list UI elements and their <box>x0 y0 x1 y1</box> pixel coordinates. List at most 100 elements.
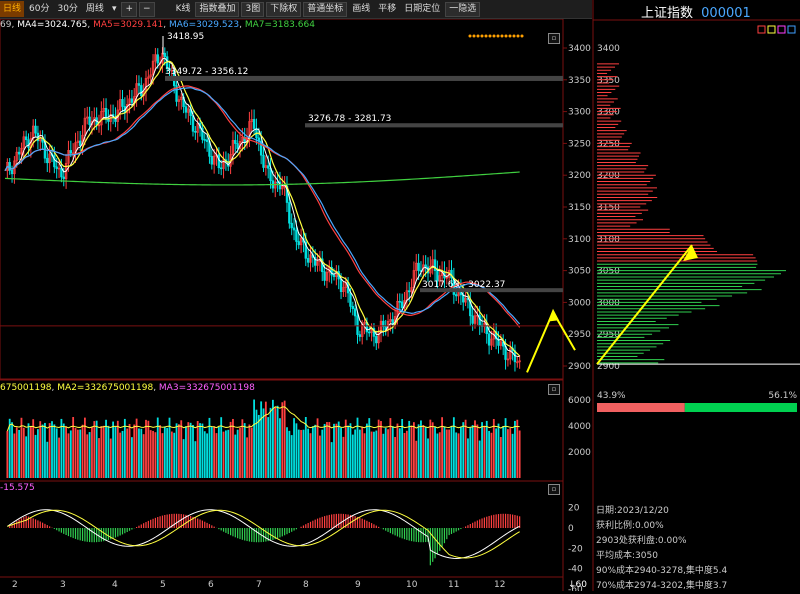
volume-bar <box>152 430 154 478</box>
chip-axis-label: 3350 <box>597 76 620 86</box>
candle-body <box>100 111 103 126</box>
legend-icon <box>767 25 776 34</box>
candle-body <box>17 151 21 155</box>
index-code: 000001 <box>701 6 751 21</box>
ma-white-line <box>4 57 520 358</box>
candle-body <box>259 140 263 156</box>
index-overlay-button[interactable]: 指数叠加 <box>195 1 240 17</box>
volume-bar <box>377 419 380 478</box>
volume-bar <box>48 423 51 478</box>
candle-body <box>184 106 188 113</box>
candle-body <box>281 186 284 190</box>
volume-bar <box>187 422 190 478</box>
month-label: 8 <box>303 580 309 590</box>
volume-bar <box>438 432 441 478</box>
period-dropdown-icon[interactable]: ▾ <box>111 4 117 14</box>
ma7-label: MA7=3183.664 <box>244 20 315 30</box>
tab-30min[interactable]: 30分 <box>57 4 78 14</box>
volume-bar <box>309 433 312 478</box>
pan-button[interactable]: 平移 <box>378 4 397 14</box>
volume-bar <box>100 426 103 478</box>
info-date: 日期:2023/12/20 <box>596 506 669 516</box>
candle-body <box>191 115 195 132</box>
candle-body <box>316 261 319 266</box>
volume-bar <box>288 430 291 478</box>
candle-body <box>415 262 418 271</box>
chip-axis-label: 3000 <box>597 298 620 308</box>
candle-body <box>140 85 143 97</box>
volume-bar <box>264 401 267 478</box>
volume-bar <box>297 429 300 478</box>
volume-bar <box>354 429 357 478</box>
volume-bar <box>443 426 446 478</box>
candle-body <box>368 331 371 334</box>
macd-panel-close-icon[interactable]: ▫ <box>548 484 560 495</box>
volume-legend: 675001198, MA2=332675001198, MA3=3326750… <box>0 383 255 393</box>
volume-bar <box>55 428 58 478</box>
volume-bar <box>333 423 335 478</box>
draw-line-button[interactable]: 画线 <box>352 4 371 14</box>
tab-60min[interactable]: 60分 <box>29 4 50 14</box>
ma5-label: MA5=3029.141 <box>93 20 164 30</box>
volume-bar <box>15 427 18 478</box>
volume-panel-close-icon[interactable]: ▫ <box>548 384 560 395</box>
candle-body <box>278 181 282 190</box>
volume-bar <box>109 438 112 478</box>
candle-body <box>290 222 293 229</box>
candle-body <box>10 169 14 175</box>
candle-body <box>252 119 256 129</box>
volume-bar <box>91 426 93 478</box>
tab-weekly[interactable]: 周线 <box>85 4 104 14</box>
main-chart-close-icon[interactable]: ▫ <box>548 33 560 44</box>
volume-bar <box>474 420 476 478</box>
candle-body <box>382 320 385 327</box>
candle-body <box>236 143 239 150</box>
volume-bar <box>485 420 488 478</box>
volume-bar <box>86 434 89 478</box>
volume-bar <box>114 426 117 478</box>
volume-bar <box>342 436 345 478</box>
chip-axis-label: 3300 <box>597 108 620 118</box>
dif-line <box>7 509 520 559</box>
candle-body <box>88 116 91 125</box>
zoom-out-button[interactable]: − <box>139 1 155 17</box>
chip-arrow-head <box>683 245 698 262</box>
volume-axis-label: 2000 <box>568 448 591 458</box>
volume-bar <box>161 433 164 478</box>
volume-bar <box>88 432 91 478</box>
coordinate-button[interactable]: 普通坐标 <box>303 1 348 17</box>
chip-axis-label: 3400 <box>597 44 620 54</box>
volume-bar <box>511 433 514 478</box>
candle-body <box>222 159 225 169</box>
candle-body <box>377 332 380 344</box>
marker-dot <box>492 34 496 38</box>
volume-bar <box>98 438 100 478</box>
candle-body <box>339 278 343 292</box>
volume-bar <box>201 423 204 478</box>
hide-button[interactable]: 一隐选 <box>445 1 481 17</box>
date-locate-button[interactable]: 日期定位 <box>404 4 441 14</box>
chip-axis-label: 3050 <box>597 267 620 277</box>
legend-icon <box>787 25 796 34</box>
candle-body <box>264 165 268 168</box>
kline-dropdown[interactable]: K线 <box>175 4 191 14</box>
three-charts-button[interactable]: 3图 <box>241 1 265 17</box>
volume-bar <box>403 432 406 478</box>
volume-axis-label: 4000 <box>568 422 591 432</box>
candle-body <box>499 341 503 346</box>
support-label: 3017.69 - 3022.37 <box>422 280 505 290</box>
candle-body <box>299 237 303 246</box>
candle-body <box>438 275 441 282</box>
tab-daily[interactable]: 日线 <box>0 1 25 17</box>
candle-body <box>473 315 477 324</box>
volume-bar <box>311 426 314 478</box>
zoom-in-button[interactable]: + <box>121 1 138 17</box>
candle-body <box>494 331 498 340</box>
month-label: 9 <box>355 580 361 590</box>
price-axis-label: 3050 <box>568 267 591 277</box>
volume-bar <box>163 426 166 478</box>
ex-rights-button[interactable]: 下除权 <box>266 1 302 17</box>
volume-bar <box>471 425 474 478</box>
candle-body <box>90 120 94 125</box>
